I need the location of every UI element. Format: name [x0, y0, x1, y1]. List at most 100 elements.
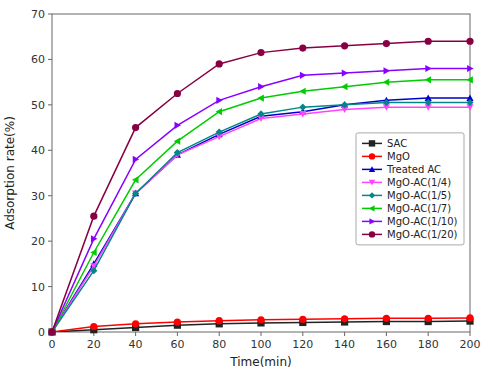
x-axis-label: Time(min)	[229, 355, 291, 369]
legend-label: SAC	[387, 138, 407, 149]
data-point	[48, 328, 54, 335]
legend: SACMgOTreated ACMgO-AC(1/4)MgO-AC(1/5)Mg…	[356, 133, 464, 245]
y-tick-label: 30	[31, 190, 45, 203]
data-point	[175, 122, 181, 129]
series-line	[52, 107, 470, 332]
data-point	[216, 129, 223, 136]
data-point	[91, 235, 97, 242]
data-point	[384, 67, 390, 74]
data-point	[133, 156, 139, 163]
data-point	[425, 76, 431, 83]
data-point	[48, 328, 55, 334]
data-point	[342, 69, 348, 76]
legend-box	[356, 133, 464, 245]
data-point	[48, 328, 55, 335]
y-tick	[48, 59, 52, 60]
data-point	[299, 88, 305, 95]
series	[48, 99, 473, 336]
legend-label: Treated AC	[386, 164, 441, 175]
data-point	[258, 83, 264, 90]
y-tick	[48, 104, 52, 105]
x-tick-label: 180	[418, 338, 439, 351]
legend-label: MgO-AC(1/20)	[387, 229, 458, 240]
x-tick-label: 200	[460, 338, 481, 351]
data-point	[48, 328, 55, 335]
x-tick-label: 100	[251, 338, 272, 351]
y-tick-label: 0	[38, 326, 45, 339]
x-tick-label: 80	[212, 338, 226, 351]
x-tick	[344, 332, 345, 336]
data-point	[383, 40, 390, 47]
data-point	[216, 97, 222, 104]
x-tick	[470, 332, 471, 336]
data-point	[341, 315, 348, 322]
data-point	[216, 60, 223, 67]
series-line	[52, 41, 470, 332]
legend-label: MgO-AC(1/10)	[387, 216, 458, 227]
data-point	[466, 314, 473, 321]
data-point	[257, 49, 264, 56]
data-point	[383, 315, 390, 322]
data-point	[132, 176, 138, 183]
data-point	[174, 318, 181, 325]
data-point	[341, 42, 348, 49]
data-point	[132, 320, 139, 327]
x-tick-label: 140	[334, 338, 355, 351]
y-tick	[48, 195, 52, 196]
legend-marker	[369, 166, 375, 172]
y-tick-label: 50	[31, 99, 45, 112]
data-point	[48, 329, 55, 335]
series	[48, 38, 473, 336]
x-tick-label: 160	[376, 338, 397, 351]
data-point	[425, 315, 432, 322]
series	[48, 314, 473, 335]
data-point	[90, 249, 96, 256]
data-point	[132, 190, 139, 197]
x-tick	[177, 332, 178, 336]
x-tick-label: 40	[129, 338, 143, 351]
data-point	[49, 328, 55, 335]
data-point	[300, 72, 306, 79]
data-point	[341, 83, 347, 90]
data-point	[425, 38, 432, 45]
data-point	[425, 65, 431, 72]
series	[48, 76, 472, 335]
data-point	[425, 99, 432, 106]
legend-marker	[369, 140, 375, 146]
series	[48, 94, 473, 334]
y-tick-label: 10	[31, 281, 45, 294]
y-tick	[48, 150, 52, 151]
data-point	[466, 99, 473, 106]
data-point	[257, 110, 264, 117]
data-point	[216, 108, 222, 115]
data-point	[90, 267, 97, 274]
data-point	[466, 38, 473, 45]
y-tick-label: 20	[31, 235, 45, 248]
data-point	[466, 76, 472, 83]
legend-marker	[369, 205, 375, 211]
data-point	[299, 104, 306, 111]
legend-marker	[369, 180, 375, 186]
data-point	[216, 317, 223, 324]
y-tick	[48, 14, 52, 15]
x-tick-label: 120	[292, 338, 313, 351]
x-tick	[428, 332, 429, 336]
data-point	[383, 99, 390, 106]
y-tick	[48, 241, 52, 242]
data-point	[90, 213, 97, 220]
data-point	[467, 65, 473, 72]
data-point	[299, 44, 306, 51]
data-point	[132, 124, 139, 131]
x-tick	[386, 332, 387, 336]
axes: 0204060801001201401601802000102030405060…	[31, 8, 481, 351]
x-tick	[302, 332, 303, 336]
legend-label: MgO	[387, 151, 410, 162]
data-point	[48, 328, 55, 335]
legend-marker	[369, 218, 375, 224]
x-tick	[135, 332, 136, 336]
chart: 0204060801001201401601802000102030405060…	[0, 0, 484, 374]
data-point	[299, 111, 306, 117]
data-point	[257, 94, 263, 101]
x-tick	[219, 332, 220, 336]
data-point	[341, 101, 348, 108]
